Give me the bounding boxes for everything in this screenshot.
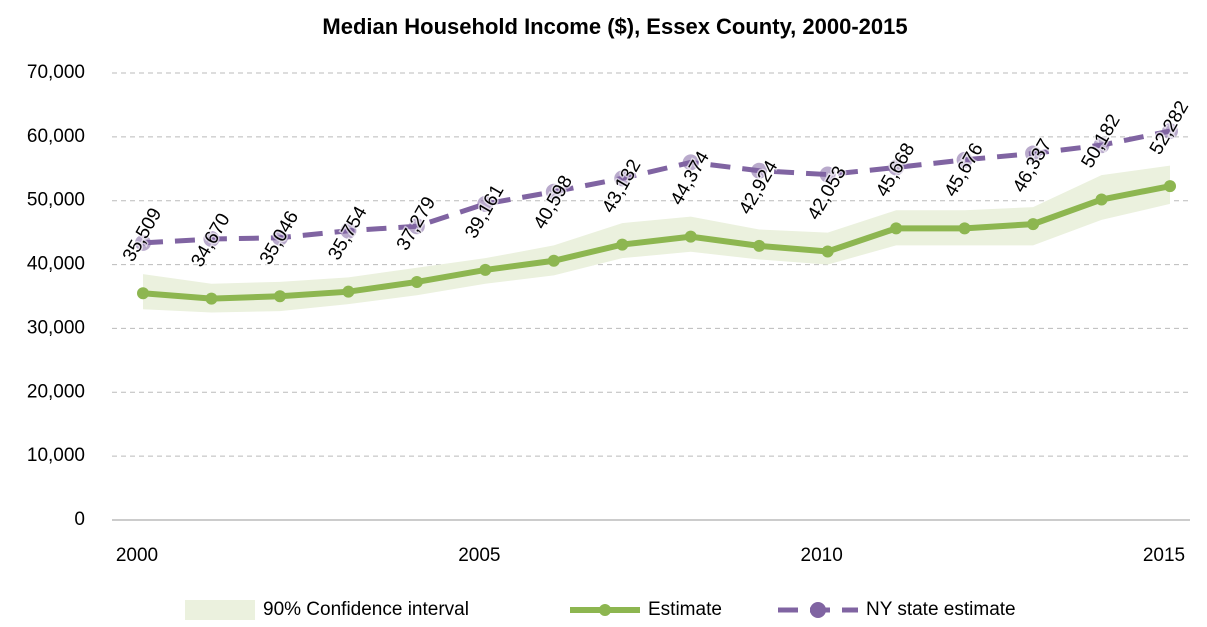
legend-label: Estimate [648, 599, 722, 620]
data-point [203, 231, 220, 248]
data-point [888, 159, 905, 176]
data-point [890, 222, 903, 235]
data-point [684, 230, 697, 243]
y-tick-label: 20,000 [27, 381, 85, 402]
data-label: 35,754 [324, 203, 371, 264]
data-point [271, 229, 288, 246]
legend-label: 90% Confidence interval [263, 599, 469, 620]
y-tick-label: 30,000 [27, 317, 85, 338]
data-point [682, 154, 699, 171]
legend-swatch [185, 600, 255, 620]
data-point [273, 290, 286, 303]
data-point [340, 222, 357, 239]
legend-swatch [599, 604, 611, 616]
series-line [142, 128, 1171, 246]
data-point [477, 195, 494, 212]
series-line [142, 183, 1171, 302]
data-point [410, 275, 423, 288]
data-point [1164, 180, 1176, 193]
data-point [342, 285, 355, 298]
data-point [616, 238, 629, 251]
y-tick-label: 0 [74, 509, 85, 530]
data-label: 45,676 [941, 140, 988, 201]
data-point [821, 245, 834, 258]
y-tick-label: 70,000 [27, 62, 85, 83]
chart-title: Median Household Income ($), Essex Count… [322, 14, 907, 39]
data-point [1162, 123, 1178, 140]
data-label: 46,337 [1009, 135, 1056, 196]
y-tick-label: 60,000 [27, 126, 85, 147]
data-point [1027, 218, 1040, 231]
x-tick-label: 2000 [116, 545, 158, 566]
data-label: 44,374 [667, 148, 714, 209]
data-label: 35,509 [119, 205, 166, 266]
data-label: 35,046 [256, 208, 303, 269]
x-tick-label: 2005 [458, 545, 500, 566]
legend-swatch [810, 602, 826, 618]
data-label: 52,282 [1146, 97, 1193, 158]
data-point [1025, 145, 1042, 162]
data-point [205, 292, 218, 305]
x-tick-label: 2015 [1143, 545, 1185, 566]
x-tick-label: 2010 [801, 545, 843, 566]
data-point [958, 222, 971, 235]
data-label: 43,132 [598, 156, 645, 217]
data-point [479, 263, 492, 276]
data-point [751, 162, 768, 179]
data-point [956, 151, 973, 168]
legend-label: NY state estimate [866, 599, 1016, 620]
y-tick-label: 40,000 [27, 254, 85, 275]
data-point [135, 234, 151, 251]
data-point [1095, 193, 1108, 206]
data-point [547, 254, 560, 267]
y-tick-label: 50,000 [27, 190, 85, 211]
data-point [819, 166, 836, 183]
data-point [753, 239, 766, 252]
data-label: 42,924 [735, 157, 782, 218]
data-label: 50,182 [1077, 111, 1124, 172]
data-point [137, 287, 149, 300]
data-point [408, 218, 425, 235]
y-tick-label: 10,000 [27, 445, 85, 466]
data-point [1093, 137, 1110, 154]
data-label: 40,598 [530, 172, 577, 233]
data-label: 37,279 [393, 193, 440, 254]
data-point [614, 170, 631, 187]
data-point [545, 183, 562, 200]
